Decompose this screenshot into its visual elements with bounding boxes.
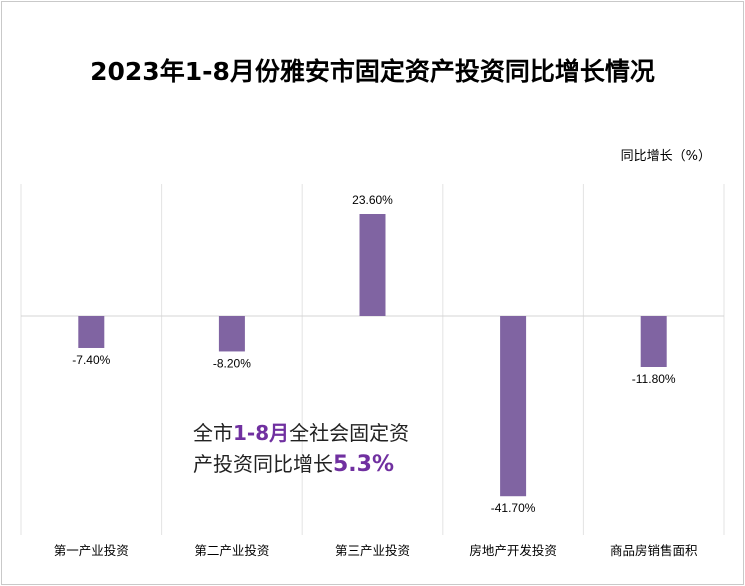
annotation-middle: 全社会固定资 [289, 421, 410, 445]
annotation-period: 1-8月 [233, 421, 290, 445]
bar [500, 316, 527, 497]
chart-title: 2023年1-8月份雅安市固定资产投资同比增长情况 [90, 57, 655, 86]
data-label: -8.20% [213, 356, 251, 370]
bar [359, 214, 386, 316]
annotation-line2: 产投资同比增长 [193, 452, 333, 476]
data-label: -7.40% [72, 353, 110, 367]
category-label: 房地产开发投资 [469, 543, 557, 558]
bar [78, 316, 105, 348]
category-label: 商品房销售面积 [610, 543, 698, 558]
summary-annotation: 全市1-8月全社会固定资 产投资同比增长5.3% [193, 418, 453, 480]
data-label: -11.80% [632, 372, 676, 386]
bar [218, 316, 245, 352]
annotation-value: 5.3% [333, 452, 395, 477]
category-label: 第三产业投资 [335, 543, 410, 558]
category-label: 第二产业投资 [194, 543, 269, 558]
data-label: 23.60% [352, 193, 393, 207]
category-label: 第一产业投资 [54, 543, 129, 558]
data-label: -41.70% [491, 501, 536, 515]
y-axis-unit-label: 同比增长（%） [620, 149, 711, 164]
annotation-prefix: 全市 [193, 421, 233, 445]
bar [640, 316, 667, 367]
